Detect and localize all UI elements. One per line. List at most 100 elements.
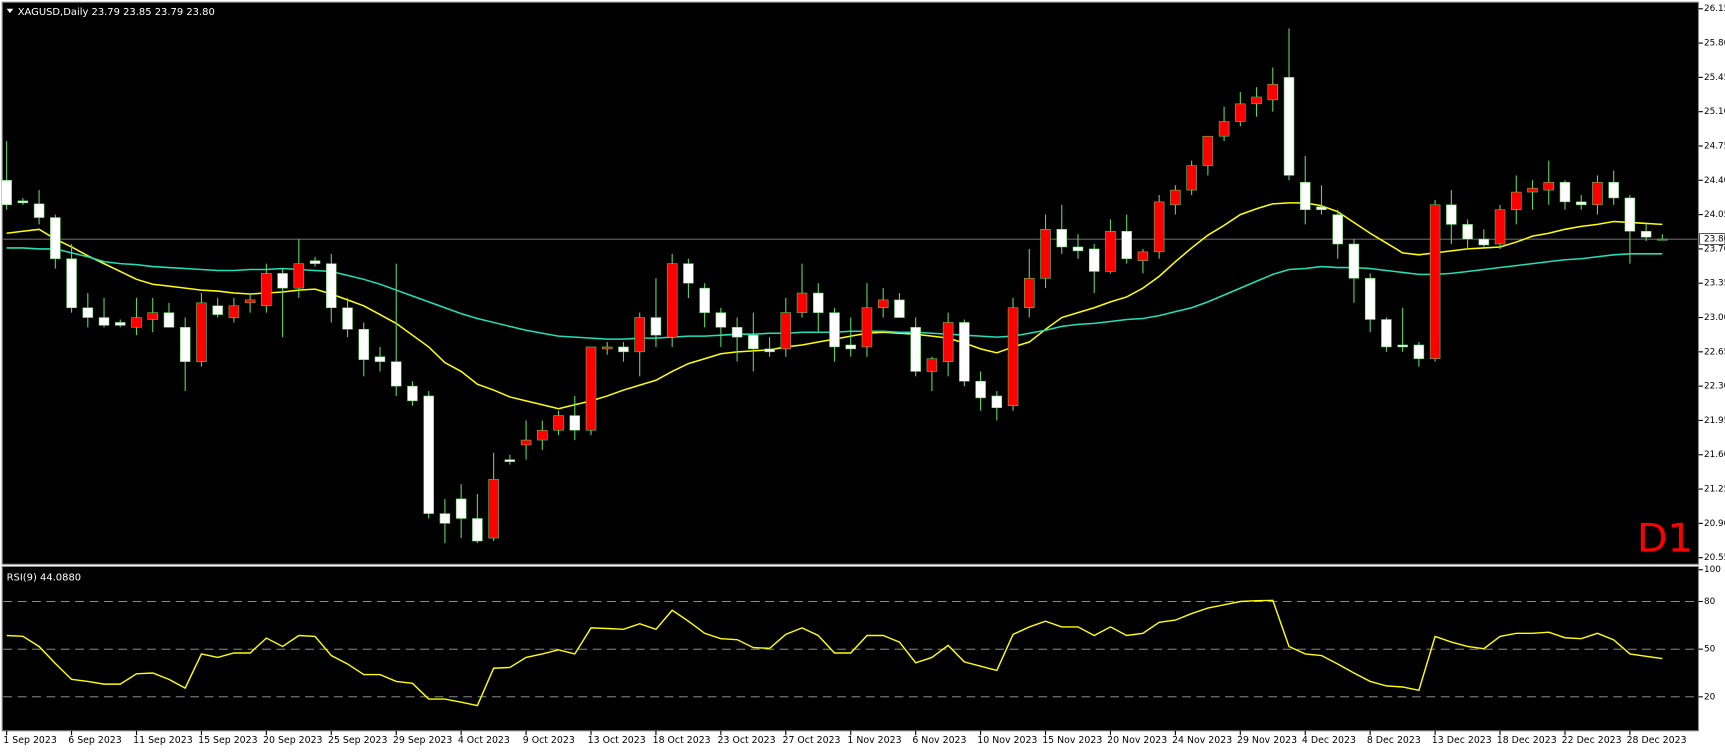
candle-body	[1137, 251, 1149, 261]
candle-body	[959, 322, 970, 382]
candle-body	[1494, 209, 1506, 245]
y-tick-label: 26.15	[1704, 4, 1725, 14]
candle-body	[780, 312, 792, 350]
current-price-box	[1699, 233, 1725, 245]
current-price-label: 23.80	[1704, 235, 1725, 245]
candle-body	[926, 358, 938, 372]
candle-body	[845, 344, 856, 350]
candle-body	[1559, 181, 1571, 203]
x-tick-label: 24 Nov 2023	[1172, 735, 1232, 746]
y-tick-label: 23.00	[1704, 313, 1725, 323]
candle-body	[1007, 307, 1019, 407]
candle-body	[748, 334, 759, 350]
candle-body	[1, 180, 12, 206]
y-tick-label: 23.35	[1704, 279, 1725, 289]
x-tick-label: 15 Sep 2023	[198, 735, 258, 746]
candle-body	[829, 312, 840, 348]
y-tick-label: 20.90	[1704, 519, 1725, 529]
x-tick-label: 18 Oct 2023	[653, 735, 711, 746]
y-tick-label: 23.70	[1704, 244, 1725, 254]
candle-body	[423, 395, 434, 514]
candle-body	[1299, 181, 1311, 210]
candle-body	[488, 478, 499, 539]
candle-body	[309, 260, 321, 264]
candle-body	[1381, 319, 1392, 348]
candle-body	[1267, 83, 1279, 101]
candle-body	[1575, 201, 1587, 206]
candle-body	[699, 287, 710, 313]
x-tick-label: 28 Dec 2023	[1627, 735, 1687, 746]
candle-body	[1511, 191, 1522, 210]
candle-body	[1056, 229, 1068, 248]
candle-body	[1105, 231, 1116, 272]
candle-body	[683, 263, 694, 284]
candle-body	[1072, 246, 1084, 252]
rsi-panel	[1, 565, 1700, 732]
candle-body	[1429, 204, 1441, 359]
candle-body	[1640, 231, 1652, 238]
candle-body	[1153, 201, 1165, 253]
x-tick-label: 22 Dec 2023	[1562, 735, 1622, 746]
y-tick-label: 25.80	[1704, 39, 1725, 49]
candle-body	[553, 415, 564, 431]
y-tick-label: 24.05	[1704, 210, 1725, 220]
candle-body	[910, 327, 921, 372]
candle-body	[1462, 224, 1473, 240]
candle-body	[1478, 238, 1490, 246]
candle-body	[877, 299, 889, 309]
x-tick-label: 6 Nov 2023	[912, 735, 966, 746]
menu-arrow	[6, 8, 14, 14]
candle-body	[33, 203, 45, 218]
candle-body	[228, 305, 240, 318]
candle-body	[585, 346, 597, 431]
candle-body	[813, 292, 824, 313]
x-tick-label: 27 Oct 2023	[782, 735, 840, 746]
candle-body	[342, 307, 353, 330]
candle-body	[1397, 344, 1408, 348]
candle-body	[537, 429, 548, 441]
chart-title: XAGUSD,Daily 23.79 23.85 23.79 23.80	[18, 7, 215, 18]
candle-body	[374, 356, 386, 362]
x-tick-label: 4 Oct 2023	[458, 735, 510, 746]
candle-body	[147, 312, 158, 320]
x-tick-label: 10 Nov 2023	[977, 735, 1037, 746]
x-tick-label: 20 Sep 2023	[263, 735, 323, 746]
candle-body	[1446, 204, 1457, 225]
x-tick-label: 4 Dec 2023	[1302, 735, 1356, 746]
candle-body	[212, 305, 223, 315]
y-tick-label: 50	[1704, 645, 1716, 655]
candle-body	[358, 329, 370, 360]
candle-body	[261, 273, 272, 307]
candle-body	[293, 263, 305, 289]
y-tick-label: 20.55	[1704, 553, 1725, 563]
candle-body	[98, 317, 110, 326]
candle-body	[1202, 135, 1214, 166]
candle-body	[163, 312, 175, 328]
candle-body	[666, 263, 678, 338]
plot-layer: 26.15 25.80 25.45 25.10 24.75 24.40 24.05 23.70…	[1, 4, 1725, 746]
candle-body	[1218, 121, 1230, 137]
candle-body	[634, 317, 645, 353]
candle-body	[975, 380, 986, 399]
candle-body	[390, 361, 402, 387]
candle-body	[1170, 189, 1181, 206]
x-tick-label: 13 Dec 2023	[1432, 735, 1492, 746]
x-tick-label: 6 Sep 2023	[68, 735, 122, 746]
candle-body	[407, 385, 418, 402]
candle-body	[277, 273, 288, 289]
x-tick-label: 9 Oct 2023	[523, 735, 575, 746]
candle-body	[1186, 165, 1197, 191]
candle-body	[1543, 181, 1554, 191]
candle-body	[1624, 197, 1636, 232]
candle-body	[796, 292, 808, 313]
x-tick-label: 29 Nov 2023	[1237, 735, 1297, 746]
x-tick-label: 25 Sep 2023	[328, 735, 388, 746]
candle-body	[472, 518, 483, 542]
candle-body	[650, 317, 662, 336]
x-tick-label: 11 Sep 2023	[133, 735, 193, 746]
y-tick-label: 21.25	[1704, 485, 1725, 495]
y-tick-label: 25.10	[1704, 107, 1725, 117]
candle-body	[731, 327, 743, 338]
candle-body	[1364, 278, 1376, 320]
